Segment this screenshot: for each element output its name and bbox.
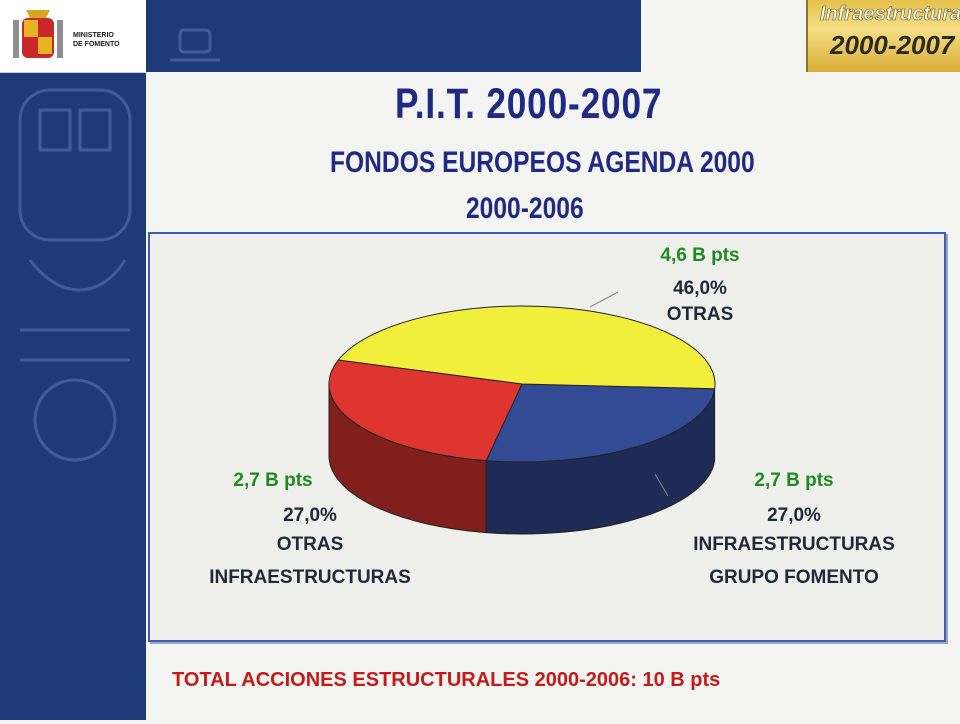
pie-label-infra_fomento-percent: 27,0% [767,505,821,526]
pie-label-otras_infra-name-2: INFRAESTRUCTURAS [209,567,411,588]
leader-line-otras [589,291,619,308]
pie-label-otras_infra-name: OTRAS [277,534,344,555]
infraestructuras-logo: Infraestructuras 2000-2007 [806,0,960,72]
leader-line-infra-fomento [654,473,669,497]
emblem-pattern-icon [18,88,132,462]
pie-label-otras_infra-percent: 27,0% [283,505,337,526]
ministry-name: MINISTERIO DE FOMENTO [73,31,143,49]
left-decorative-band [0,0,146,720]
pie-label-otras-name: OTRAS [667,304,734,325]
footer-total: TOTAL ACCIONES ESTRUCTURALES 2000-2006: … [172,669,721,691]
page-title: P.I.T. 2000-2007 [395,80,663,128]
ministry-line-2: DE FOMENTO [73,41,120,48]
pie-label-infra_fomento-name-2: GRUPO FOMENTO [709,567,879,588]
pie-label-otras-value: 4,6 B pts [660,245,739,266]
crest-pattern-icon [170,28,220,62]
pie-label-infra_fomento-name: INFRAESTRUCTURAS [693,534,895,555]
pie-label-otras-percent: 46,0% [673,278,727,299]
pie-label-otras_infra-value: 2,7 B pts [233,470,312,491]
logo-text-line-1: Infraestructuras [820,3,960,26]
pie-slice-otras [337,305,716,390]
pie-slice-otras_infra [328,359,523,462]
logo-text-line-2: 2000-2007 [830,30,955,60]
chart-panel: 4,6 B pts 46,0% OTRAS 2,7 B pts 27,0% INFRAES… [148,232,946,642]
page-subtitle-1: FONDOS EUROPEOS AGENDA 2000 [330,146,755,179]
coat-of-arms-icon [13,10,63,58]
page-subtitle-2: 2000-2006 [466,192,584,225]
pie-label-infra_fomento-value: 2,7 B pts [754,470,833,491]
pie-slice-infra_fomento [485,383,716,463]
ministry-line-1: MINISTERIO [73,32,114,39]
ministry-logo: MINISTERIO DE FOMENTO [0,0,146,73]
pie-chart: 4,6 B pts 46,0% OTRAS 2,7 B pts 27,0% INFRAES… [209,245,895,588]
